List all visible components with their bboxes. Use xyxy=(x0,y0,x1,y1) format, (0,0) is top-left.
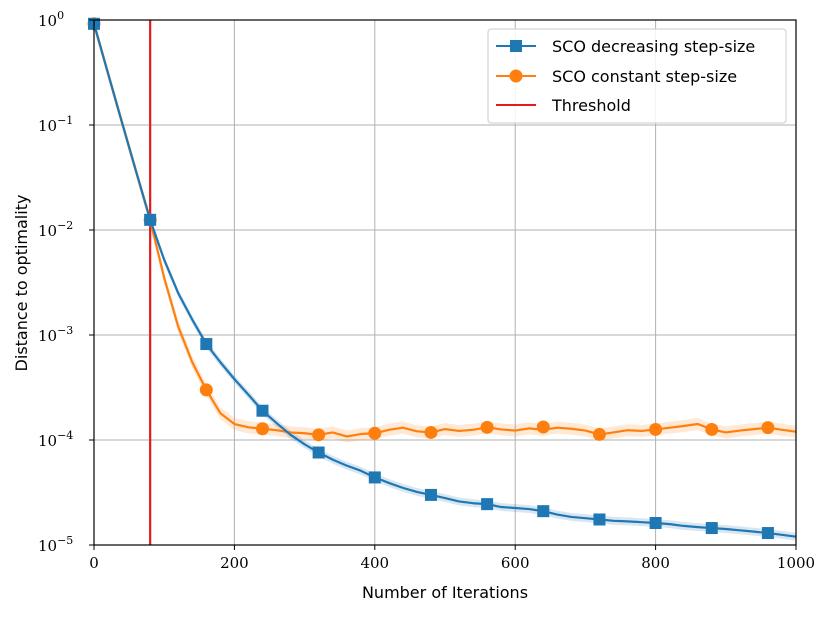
legend-label-constant: SCO constant step-size xyxy=(552,67,737,86)
data-point-decreasing xyxy=(368,471,381,484)
y-tick-label: 10−3 xyxy=(38,324,73,345)
x-axis-label: Number of Iterations xyxy=(362,583,528,602)
legend-box xyxy=(487,28,787,124)
data-point-constant xyxy=(536,420,550,434)
y-axis-label: Distance to optimality xyxy=(12,195,31,372)
x-tick-label: 0 xyxy=(89,554,99,572)
data-point-decreasing xyxy=(200,338,213,351)
data-point-constant xyxy=(649,422,663,436)
data-point-decreasing xyxy=(705,522,718,535)
data-point-decreasing xyxy=(537,505,550,518)
data-point-constant xyxy=(312,428,326,442)
legend-marker-circle xyxy=(509,69,523,83)
y-tick-label: 10−5 xyxy=(38,534,73,555)
data-point-decreasing xyxy=(593,513,606,526)
x-tick-label: 400 xyxy=(360,554,389,572)
y-tick-label: 10−2 xyxy=(38,219,73,240)
series-layer xyxy=(87,17,797,540)
legend-marker-square xyxy=(510,40,522,52)
series-line-constant xyxy=(92,23,797,438)
legend-label-decreasing: SCO decreasing step-size xyxy=(552,37,755,56)
data-point-constant xyxy=(761,421,775,435)
legend: SCO decreasing step-size SCO constant st… xyxy=(487,28,787,124)
y-tick-label: 10−1 xyxy=(38,114,73,135)
y-tick-label: 10−4 xyxy=(38,429,73,450)
data-point-constant xyxy=(592,427,606,441)
series-line-decreasing xyxy=(92,23,797,538)
data-point-constant xyxy=(368,426,382,440)
data-point-constant xyxy=(199,383,213,397)
ticks: 0 200 400 600 800 1000 100 10−1 10−2 10−3 10−4 10−5 xyxy=(38,9,815,572)
data-point-decreasing xyxy=(256,404,269,417)
x-tick-label: 600 xyxy=(501,554,530,572)
data-point-decreasing xyxy=(424,488,437,501)
data-point-constant xyxy=(255,422,269,436)
data-point-decreasing xyxy=(649,517,662,530)
data-point-constant xyxy=(424,425,438,439)
data-point-decreasing xyxy=(144,213,157,226)
legend-label-threshold: Threshold xyxy=(551,96,631,115)
x-tick-label: 1000 xyxy=(777,554,815,572)
data-point-decreasing xyxy=(761,527,774,540)
x-tick-label: 200 xyxy=(220,554,249,572)
data-point-decreasing xyxy=(312,446,325,459)
x-tick-label: 800 xyxy=(641,554,670,572)
data-point-decreasing xyxy=(481,498,494,511)
data-point-constant xyxy=(480,420,494,434)
plot-frame xyxy=(93,19,797,546)
data-point-constant xyxy=(705,422,719,436)
y-tick-label: 100 xyxy=(38,9,64,30)
